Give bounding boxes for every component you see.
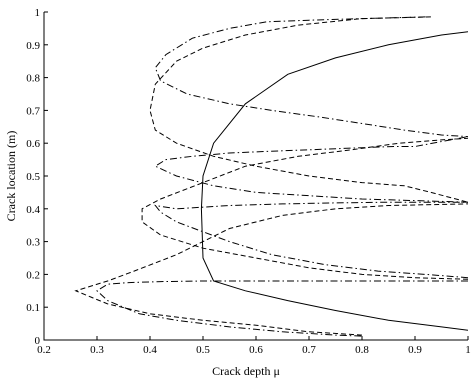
y-tick-label: 0.2 <box>26 269 40 281</box>
x-tick-label: 0.9 <box>408 344 422 356</box>
x-tick-label: 0.6 <box>249 344 263 356</box>
series-dashed-1 <box>149 16 468 203</box>
y-tick-label: 0.8 <box>26 73 40 85</box>
series-dashdot-6 <box>154 201 468 279</box>
x-tick-label: 0.7 <box>302 344 316 356</box>
series-dashed-3 <box>74 203 468 336</box>
y-tick-label: 0.1 <box>26 302 40 314</box>
series-dashdot-5 <box>154 136 468 203</box>
y-tick-label: 0.7 <box>26 105 40 117</box>
y-tick-label: 0 <box>35 335 41 347</box>
y-tick-label: 0.5 <box>26 171 40 183</box>
x-tick-label: 0.5 <box>196 344 210 356</box>
y-tick-label: 0.9 <box>26 40 40 52</box>
x-tick-label: 1 <box>465 344 471 356</box>
y-tick-label: 0.6 <box>26 138 40 150</box>
series-solid-0 <box>200 31 468 331</box>
x-tick-label: 0.2 <box>37 344 51 356</box>
x-tick-label: 0.4 <box>143 344 157 356</box>
x-tick-label: 0.8 <box>355 344 369 356</box>
x-tick-label: 0.3 <box>90 344 104 356</box>
y-tick-label: 1 <box>35 7 41 19</box>
series-dashed-2 <box>141 137 468 280</box>
y-axis-title: Crack location (m) <box>4 131 18 222</box>
y-tick-label: 0.4 <box>26 204 40 216</box>
series-dashdot-7 <box>96 280 468 337</box>
axis-frame <box>43 12 468 341</box>
plot-area <box>74 16 468 337</box>
x-axis-title: Crack depth μ <box>212 364 280 378</box>
axes: 0.2 0.3 0.4 0.5 0.6 0.7 0.8 0.9 1 0 0.1 0.2 0.3 0.4 0.… <box>26 7 471 356</box>
y-tick-label: 0.3 <box>26 237 40 249</box>
series-dashdot-4 <box>154 16 468 138</box>
